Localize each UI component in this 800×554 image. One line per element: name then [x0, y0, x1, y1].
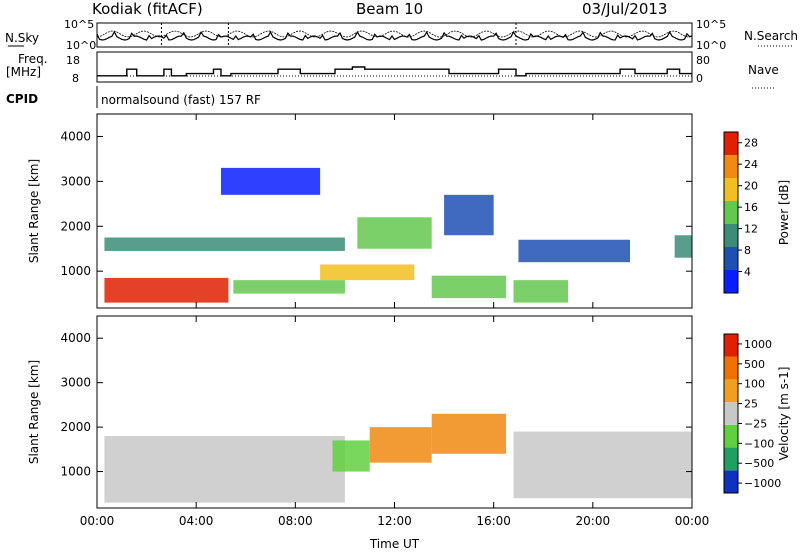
nsearch-tick-top: 10^5 [696, 18, 726, 31]
velocity-colorbar-segment [724, 447, 738, 471]
nsearch-tick-bottom: 10^0 [696, 39, 726, 52]
beam-title: Beam 10 [356, 0, 424, 18]
radar-title: Kodiak (fitACF) [92, 0, 203, 18]
power-data-region [104, 237, 345, 251]
power-colorbar-segment [724, 178, 738, 201]
x-tick-label: 16:00 [476, 514, 511, 528]
power-colorbar-frame [723, 131, 739, 294]
freq-tick-top: 18 [66, 54, 80, 67]
date-title: 03/Jul/2013 [582, 0, 668, 18]
nave-label: Nave [748, 63, 779, 77]
x-tick-label: 08:00 [278, 514, 313, 528]
power-colorbar-segment [724, 132, 738, 155]
nsky-tick-top: 10^5 [64, 18, 94, 31]
y-tick-label: 1000 [60, 465, 91, 479]
colorbar-label: Power [dB] [777, 180, 791, 245]
colorbar-tick-label: 1000 [744, 338, 772, 351]
x-tick-label: 04:00 [179, 514, 214, 528]
nsky-trace [96, 30, 693, 41]
cpid-text: normalsound (fast) 157 RF [101, 93, 261, 107]
colorbar-tick-label: 25 [744, 398, 758, 411]
nave-tick-top: 80 [696, 54, 710, 67]
power-colorbar-segment [724, 270, 738, 293]
y-tick-label: 4000 [60, 331, 91, 345]
power-data-region [233, 280, 345, 294]
velocity-data-region [431, 413, 507, 454]
power-data-region [357, 217, 432, 249]
nsearch-label: N.Search [744, 29, 798, 43]
colorbar-tick-label: 24 [744, 158, 758, 171]
colorbar-tick-label: 16 [744, 201, 758, 214]
power-data-region [444, 194, 494, 236]
velocity-panel: 1000 2000 3000 4000 00:00 04:00 08:00 12:00 16:0… [27, 315, 791, 551]
velocity-colorbar-frame [723, 333, 739, 494]
colorbar-tick-label: 4 [744, 266, 751, 279]
nsearch-trace [96, 30, 693, 38]
y-tick-label: 2000 [60, 219, 91, 233]
power-data-region [674, 235, 692, 258]
power-data-region [104, 277, 229, 303]
velocity-colorbar-segment [724, 379, 738, 403]
colorbar-tick-label: 8 [744, 244, 751, 257]
nsky-label: N.Sky [5, 31, 39, 45]
colorbar-tick-label: −1000 [744, 477, 781, 490]
colorbar-label: Velocity [m s-1] [777, 367, 791, 461]
colorbar-tick-label: 500 [744, 358, 765, 371]
velocity-colorbar-segment [724, 402, 738, 425]
velocity-colorbar-segment [724, 356, 738, 380]
x-axis-label: Time UT [369, 537, 420, 551]
power-data-region [431, 275, 507, 299]
freq-label: Freq. [18, 52, 48, 66]
power-data-region [320, 264, 415, 281]
x-tick-label: 00:00 [675, 514, 710, 528]
velocity-data-region [369, 427, 432, 463]
nave-tick-bottom: 0 [696, 72, 703, 85]
frequency-trace [97, 66, 692, 77]
y-tick-label: 1000 [60, 264, 91, 278]
nsky-tick-bottom: 10^0 [66, 39, 96, 52]
power-data-region [518, 239, 631, 263]
cpid-label: CPID [6, 92, 38, 106]
x-tick-label: 12:00 [377, 514, 412, 528]
velocity-colorbar-segment [724, 334, 738, 357]
velocity-data-region [104, 436, 345, 503]
x-tick-label: 00:00 [80, 514, 115, 528]
colorbar-tick-label: −25 [744, 417, 767, 430]
y-tick-label: 3000 [60, 174, 91, 188]
colorbar-tick-label: 28 [744, 137, 758, 150]
freq-tick-bottom: 8 [72, 72, 79, 85]
freq-unit-label: [MHz] [6, 65, 41, 79]
colorbar-tick-label: −500 [744, 457, 774, 470]
power-colorbar-segment [724, 247, 738, 270]
power-colorbar-segment [724, 224, 738, 247]
velocity-data-region [513, 431, 692, 499]
y-axis-label: Slant Range [km] [27, 360, 41, 464]
velocity-colorbar-segment [724, 424, 738, 448]
y-tick-label: 4000 [60, 129, 91, 143]
freq-panel-frame [96, 51, 693, 83]
x-tick-label: 20:00 [576, 514, 611, 528]
y-tick-label: 3000 [60, 376, 91, 390]
colorbar-tick-label: 20 [744, 180, 758, 193]
y-axis-label: Slant Range [km] [27, 159, 41, 263]
power-panel: 1000 2000 3000 4000 Slant Range [km] 4 8 12 16 20… [27, 113, 791, 309]
y-tick-label: 2000 [60, 420, 91, 434]
colorbar-tick-label: 100 [744, 378, 765, 391]
colorbar-tick-label: 12 [744, 223, 758, 236]
power-colorbar-segment [724, 201, 738, 224]
power-data-region [220, 167, 321, 195]
velocity-colorbar-segment [724, 470, 738, 493]
power-colorbar-segment [724, 155, 738, 178]
velocity-data-region [332, 440, 370, 472]
colorbar-tick-label: −100 [744, 437, 774, 450]
power-data-region [513, 280, 569, 303]
